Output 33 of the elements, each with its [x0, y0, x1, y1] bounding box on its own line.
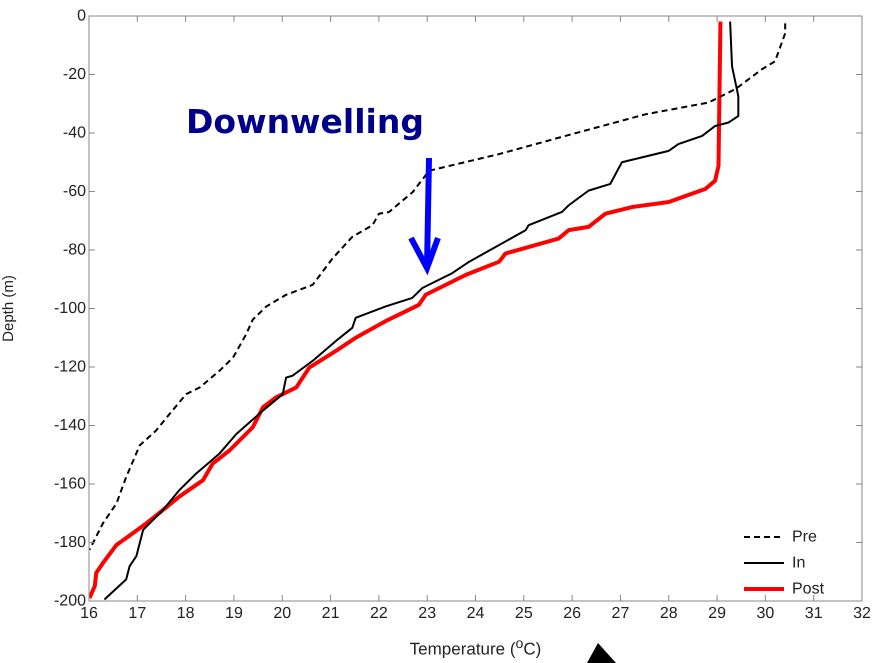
x-tick-label: 17 [128, 605, 146, 622]
y-tick-label: -100 [54, 300, 86, 317]
legend-label: Post [792, 580, 825, 598]
y-tick-label: -160 [54, 475, 86, 492]
x-tick-label: 32 [853, 605, 871, 622]
x-tick-label: 22 [370, 605, 388, 622]
y-tick-label: -120 [54, 358, 86, 376]
legend-label: In [792, 554, 806, 572]
x-tick-label: 16 [80, 605, 98, 622]
y-tick-label: -60 [62, 182, 86, 200]
y-tick-label: 0 [77, 7, 86, 24]
x-tick-label: 30 [756, 605, 774, 622]
x-tick-label: 20 [273, 605, 292, 622]
y-tick-label: -140 [54, 416, 86, 434]
x-axis-title: Temperature ($^{o}$C) [408, 636, 542, 660]
y-tick-label: -80 [62, 241, 86, 258]
x-tick-label: 31 [804, 605, 823, 622]
y-tick-label: -40 [62, 124, 86, 142]
legend-label: Pre [792, 528, 817, 546]
x-tick-label: 28 [660, 605, 678, 622]
x-tick-label: 29 [708, 605, 726, 622]
y-tick-label: -180 [54, 534, 86, 551]
x-tick-label: 23 [418, 605, 436, 622]
x-tick-label: 26 [563, 605, 582, 622]
x-tick-label: 27 [612, 605, 630, 622]
y-axis-title: Depth (m) [0, 275, 18, 342]
x-tick-label: 25 [514, 605, 533, 622]
x-tick-label: 19 [225, 605, 243, 622]
x-tick-label: 24 [466, 605, 484, 622]
y-tick-label: -20 [62, 66, 86, 83]
x-tick-label: 18 [176, 605, 195, 622]
x-tick-label: 21 [322, 605, 340, 622]
annotation: Downwelling [185, 102, 425, 141]
